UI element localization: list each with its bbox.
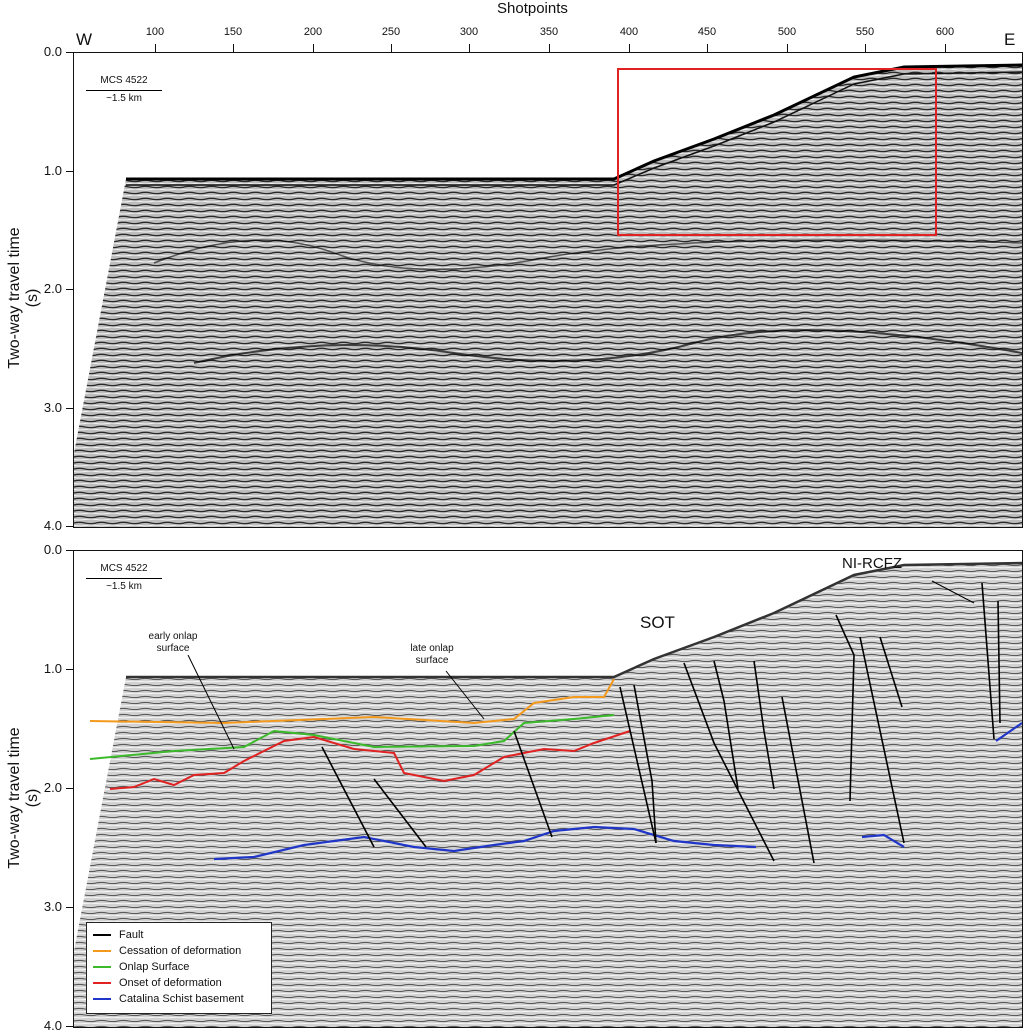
x-tick-label: 250 — [381, 26, 401, 38]
highlight-box — [617, 68, 937, 236]
x-tick-label: 400 — [619, 26, 639, 38]
legend-swatch — [93, 934, 111, 936]
y-tick-label: 0.0 — [43, 542, 62, 557]
legend-label: Onset of deformation — [119, 977, 222, 989]
west-label: W — [76, 30, 93, 49]
x-tick-mark — [233, 44, 234, 52]
x-tick-mark — [629, 44, 630, 52]
x-tick-mark — [549, 44, 550, 52]
x-tick-label: 600 — [935, 26, 955, 38]
onset-horizon — [109, 730, 631, 790]
legend-swatch — [93, 966, 111, 968]
legend-label: Catalina Schist basement — [119, 993, 244, 1005]
legend-item: Onset of deformation — [93, 975, 271, 991]
y-axis-title-bottom: Two-way travel time (s) — [6, 727, 41, 869]
legend-label: Onlap Surface — [119, 961, 190, 973]
legend-label: Fault — [119, 929, 144, 941]
scale-box-bottom: MCS 4522 ~1.5 km — [86, 563, 162, 592]
y-tick-label: 3.0 — [43, 399, 62, 415]
x-tick-mark — [945, 44, 946, 52]
x-tick-mark — [865, 44, 866, 52]
seismic-panel-top: MCS 4522 ~1.5 km — [73, 52, 1023, 528]
legend-item: Onlap Surface — [93, 959, 271, 975]
scale-bar-bottom — [86, 578, 162, 579]
x-tick-mark — [469, 44, 470, 52]
basement-horizon — [213, 825, 757, 861]
x-tick-label: 200 — [303, 26, 323, 38]
y-tick-label: 0.0 — [43, 44, 62, 59]
seismic-panel-bottom: MCS 4522 ~1.5 km early onlap surface lat… — [73, 550, 1023, 1028]
early-onlap-label: early onlap surface — [148, 631, 198, 654]
scale-text-bottom: ~1.5 km — [106, 581, 142, 592]
y-axis-title-top: Two-way travel time (s) — [6, 227, 41, 369]
late-onlap-label: late onlap surface — [410, 643, 454, 666]
x-tick-label: 100 — [145, 26, 165, 38]
basement-horizon-east — [995, 722, 1022, 742]
y-tick-label: 1.0 — [43, 162, 62, 178]
x-tick-label: 150 — [223, 26, 243, 38]
x-tick-label: 500 — [777, 26, 797, 38]
x-tick-label: 350 — [539, 26, 559, 38]
y-tick-mark — [66, 1026, 73, 1027]
east-label: E — [1004, 30, 1016, 49]
x-tick-mark — [155, 44, 156, 52]
legend: Fault Cessation of deformation Onlap Surfa… — [86, 922, 272, 1014]
x-tick-label: 300 — [459, 26, 479, 38]
seismic-image-top — [74, 63, 1022, 527]
y-tick-mark — [66, 289, 73, 290]
seismic-image-bottom — [74, 561, 1022, 1027]
onlap-horizon — [89, 714, 615, 760]
x-tick-label: 450 — [697, 26, 717, 38]
y-tick-mark — [66, 669, 73, 670]
line-name-top: MCS 4522 — [100, 75, 148, 86]
legend-swatch — [93, 982, 111, 984]
scale-text-top: ~1.5 km — [106, 93, 142, 104]
sot-label: SOT — [640, 613, 675, 632]
y-tick-mark — [66, 407, 73, 409]
x-tick-mark — [787, 44, 788, 52]
legend-swatch — [93, 950, 111, 952]
basement-horizon-segment — [861, 833, 905, 848]
y-tick-label: 3.0 — [43, 899, 62, 914]
faults — [321, 582, 1001, 864]
y-tick-label: 4.0 — [43, 1018, 62, 1033]
y-tick-label: 4.0 — [43, 518, 62, 533]
x-tick-mark — [391, 44, 392, 52]
y-tick-mark — [66, 550, 73, 551]
y-tick-label: 2.0 — [43, 780, 62, 795]
y-tick-label: 2.0 — [43, 281, 62, 296]
line-name-bottom: MCS 4522 — [100, 563, 148, 574]
x-tick-mark — [313, 44, 314, 52]
legend-label: Cessation of deformation — [119, 945, 242, 957]
x-tick-label: 550 — [855, 26, 875, 38]
legend-swatch — [93, 998, 111, 1000]
scale-box-top: MCS 4522 ~1.5 km — [86, 75, 162, 104]
x-tick-mark — [707, 44, 708, 52]
y-tick-mark — [66, 788, 73, 789]
y-tick-mark — [66, 170, 73, 172]
y-tick-mark — [66, 526, 73, 527]
y-tick-mark — [66, 907, 73, 908]
scale-bar-top — [86, 90, 162, 91]
y-tick-label: 1.0 — [43, 661, 62, 676]
x-axis-title: Shotpoints — [497, 0, 568, 17]
legend-item: Catalina Schist basement — [93, 991, 271, 1007]
y-tick-mark — [66, 52, 73, 53]
legend-item: Cessation of deformation — [93, 943, 271, 959]
nircfz-label: NI-RCFZ — [842, 555, 902, 572]
cessation-horizon — [89, 678, 615, 725]
legend-item: Fault — [93, 927, 271, 943]
